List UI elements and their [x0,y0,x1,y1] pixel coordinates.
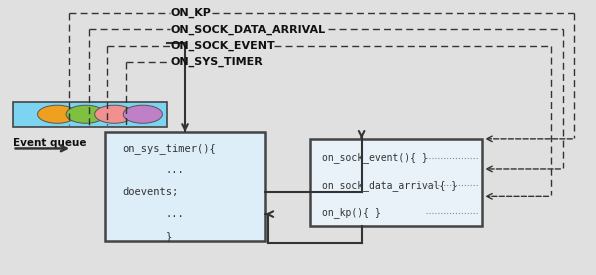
Text: Event queue: Event queue [13,138,86,147]
Text: on_kp(){ }: on_kp(){ } [322,207,380,218]
Text: on_sock_data_arrival{ }: on_sock_data_arrival{ } [322,180,457,191]
Text: ON_SOCK_DATA_ARRIVAL: ON_SOCK_DATA_ARRIVAL [170,24,325,35]
Text: ...: ... [166,165,185,175]
Circle shape [66,105,105,123]
Bar [13,102,167,127]
Text: doevents;: doevents; [123,187,179,197]
Circle shape [38,105,77,123]
Text: ON_SOCK_EVENT: ON_SOCK_EVENT [170,41,275,51]
Text: ON_SYS_TIMER: ON_SYS_TIMER [170,57,263,67]
Text: ON_KP: ON_KP [170,8,211,18]
Circle shape [95,105,134,123]
Text: ...: ... [166,209,185,219]
Text: on_sock_event(){ }: on_sock_event(){ } [322,153,427,163]
Bar [310,139,482,226]
Text: on_sys_timer(){: on_sys_timer(){ [123,143,216,154]
Circle shape [123,105,163,123]
Text: }: } [166,231,172,241]
Bar [105,132,265,241]
